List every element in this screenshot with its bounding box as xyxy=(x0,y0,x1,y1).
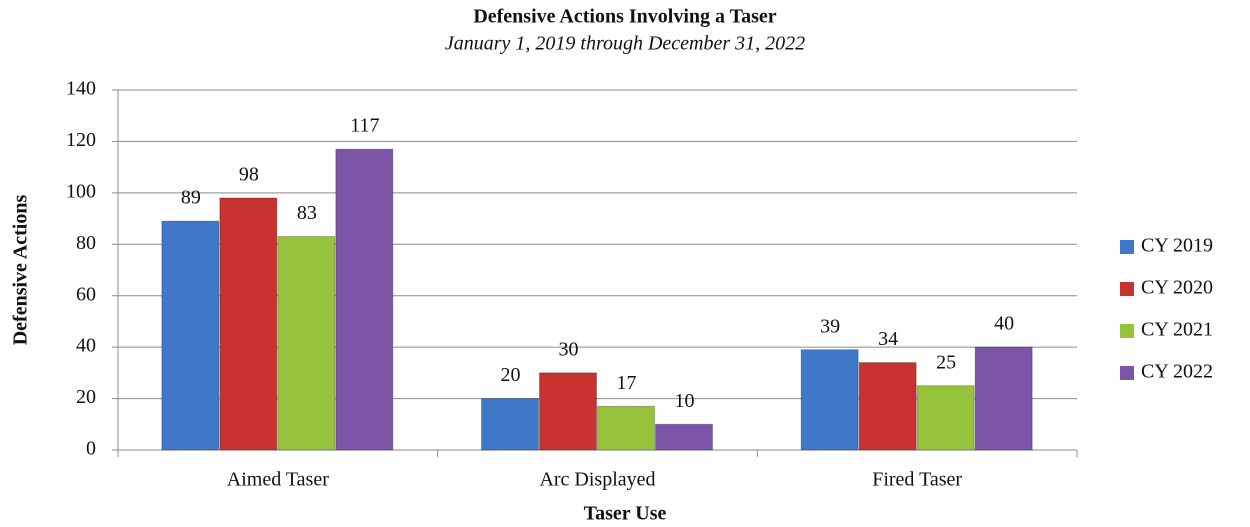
data-label: 83 xyxy=(297,202,317,224)
bar xyxy=(655,423,713,451)
bar xyxy=(974,346,1033,451)
bar xyxy=(858,362,917,451)
bar xyxy=(800,349,859,451)
x-axis-label: Taser Use xyxy=(584,503,667,525)
legend-swatch xyxy=(1120,240,1134,254)
bar xyxy=(219,197,278,451)
data-label: 34 xyxy=(878,328,898,350)
legend-label: CY 2022 xyxy=(1141,361,1213,383)
legend-swatch xyxy=(1120,282,1134,296)
legend-label: CY 2020 xyxy=(1141,277,1213,299)
bar xyxy=(161,220,220,451)
data-label: 39 xyxy=(820,315,840,337)
data-label: 25 xyxy=(936,351,956,373)
data-label: 20 xyxy=(501,364,521,386)
bar xyxy=(916,385,975,451)
chart-title: Defensive Actions Involving a Taser xyxy=(473,6,776,28)
data-label: 98 xyxy=(239,164,259,186)
data-label: 89 xyxy=(181,187,201,209)
y-tick-label: 140 xyxy=(66,78,96,100)
x-tick-label: Fired Taser xyxy=(872,469,962,491)
legend-label: CY 2019 xyxy=(1141,235,1213,257)
legend-swatch xyxy=(1120,324,1134,338)
x-tick-label: Aimed Taser xyxy=(227,469,329,491)
data-label: 117 xyxy=(350,115,379,137)
chart-subtitle: January 1, 2019 through December 31, 202… xyxy=(445,33,805,55)
legend-label: CY 2021 xyxy=(1141,319,1213,341)
data-label: 17 xyxy=(617,372,637,394)
bar xyxy=(481,398,539,451)
data-label: 40 xyxy=(994,313,1014,335)
bar xyxy=(539,372,597,451)
bar xyxy=(597,405,655,451)
y-tick-label: 40 xyxy=(76,335,96,357)
legend-swatch xyxy=(1120,366,1134,380)
x-tick-label: Arc Displayed xyxy=(539,469,655,491)
y-axis-label: Defensive Actions xyxy=(10,195,32,346)
y-tick-label: 100 xyxy=(66,180,96,202)
y-tick-label: 60 xyxy=(76,283,96,305)
bar xyxy=(277,236,336,451)
y-tick-label: 0 xyxy=(86,438,96,460)
data-label: 10 xyxy=(675,390,695,412)
bar xyxy=(335,148,394,451)
y-tick-label: 80 xyxy=(76,232,96,254)
y-tick-label: 20 xyxy=(76,386,96,408)
data-label: 30 xyxy=(559,338,579,360)
y-tick-label: 120 xyxy=(66,129,96,151)
